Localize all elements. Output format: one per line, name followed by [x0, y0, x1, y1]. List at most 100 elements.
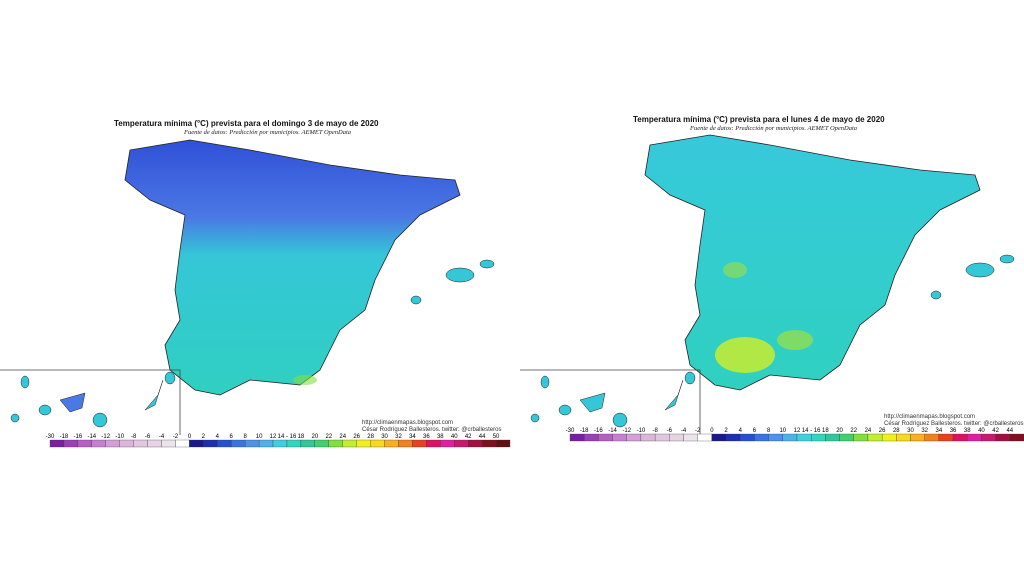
legend-label: -18: [580, 428, 589, 434]
warm-area: [723, 262, 747, 278]
legend-label: 10: [256, 434, 263, 440]
legend-label: 34: [936, 428, 943, 434]
legend-swatch: [231, 439, 246, 448]
island: [410, 295, 422, 305]
map-title: Temperatura mínima (°C) prevista para el…: [633, 115, 885, 124]
legend-swatch: [981, 433, 996, 442]
credit: César Rodríguez Ballesteros. twitter: @c…: [362, 427, 501, 433]
legend-swatch: [161, 439, 176, 448]
legend-label: -30: [46, 434, 55, 440]
legend-swatch: [952, 433, 968, 442]
legend-swatch: [754, 433, 769, 442]
island: [445, 267, 475, 283]
legend-label: 12: [794, 428, 801, 434]
legend-swatch: [189, 439, 204, 448]
legend-label: -2: [695, 428, 701, 434]
legend-label: 14 - 16: [802, 428, 821, 434]
warm-area: [293, 375, 317, 385]
legend-swatch: [725, 433, 741, 442]
legend-label: 18: [298, 434, 305, 440]
legend-swatch: [119, 439, 134, 448]
legend-label: 42: [465, 434, 472, 440]
legend-swatch: [77, 439, 92, 448]
legend-label: 8: [243, 434, 247, 440]
legend-swatch: [796, 433, 812, 442]
legend-label: 4: [216, 434, 220, 440]
legend-swatch: [272, 439, 288, 448]
legend-swatch: [454, 439, 469, 448]
legend-label: -14: [608, 428, 617, 434]
legend-swatch: [105, 439, 120, 448]
legend-label: 26: [879, 428, 886, 434]
legend-label: -6: [145, 434, 151, 440]
legend-label: -14: [87, 434, 96, 440]
legend-swatch: [384, 439, 399, 448]
legend-label: -6: [667, 428, 673, 434]
legend-label: -12: [622, 428, 631, 434]
legend-swatch: [881, 433, 897, 442]
legend-label: 8: [767, 428, 771, 434]
island: [930, 290, 942, 300]
legend-label: 42: [992, 428, 999, 434]
legend-swatch: [782, 433, 798, 442]
legend-label: 32: [921, 428, 928, 434]
legend-swatch: [91, 439, 106, 448]
legend-swatch: [924, 433, 940, 442]
legend-swatch: [825, 433, 840, 442]
legend-label: 38: [437, 434, 444, 440]
legend-swatch: [839, 433, 854, 442]
legend-swatch: [426, 439, 441, 448]
legend-swatch: [481, 439, 497, 448]
legend-label: 28: [893, 428, 900, 434]
legend-swatch: [697, 433, 713, 442]
legend-label: 32: [395, 434, 402, 440]
map-title: Temperatura mínima (°C) prevista para el…: [114, 119, 379, 128]
legend-swatch: [468, 439, 483, 448]
spain-map: [644, 134, 981, 391]
legend-swatch: [683, 433, 698, 442]
map-source: Fuente de datos: Predicción por municipi…: [689, 125, 857, 132]
legend-swatch: [258, 439, 274, 448]
legend-swatch: [740, 433, 755, 442]
legend-swatch: [569, 433, 585, 442]
legend-swatch: [768, 433, 783, 442]
legend-swatch: [217, 439, 232, 448]
legend-swatch: [342, 439, 357, 448]
canary-islands: [10, 371, 176, 428]
map-right: [520, 134, 1015, 435]
legend-swatch: [711, 433, 727, 442]
legend-label: 24: [865, 428, 872, 434]
inset-frame: [0, 369, 181, 435]
inset-frame: [520, 369, 701, 435]
legend-label: 12: [270, 434, 277, 440]
legend-label: 10: [779, 428, 786, 434]
legend-swatch: [995, 433, 1010, 442]
credit: César Rodríguez Ballesteros. twitter: @c…: [884, 421, 1023, 427]
legend-label: 28: [367, 434, 374, 440]
legend-label: 40: [451, 434, 458, 440]
legend-label: -10: [115, 434, 124, 440]
legend-swatch: [654, 433, 670, 442]
warm-area: [777, 330, 813, 350]
legend-label: 34: [409, 434, 416, 440]
legend-label: 14 - 16: [278, 434, 297, 440]
legend-swatch: [370, 439, 385, 448]
legend-swatch: [314, 439, 329, 448]
island: [965, 262, 995, 278]
legend-swatch: [356, 439, 371, 448]
legend-label: -16: [594, 428, 603, 434]
legend-swatch: [412, 439, 427, 448]
legend-label: 22: [850, 428, 857, 434]
legend-swatch: [63, 439, 79, 448]
spain-map: [124, 139, 461, 396]
legend-label: 44: [479, 434, 486, 440]
legend-swatch: [398, 439, 413, 448]
legend-label: -16: [74, 434, 83, 440]
legend-swatch: [626, 433, 642, 442]
legend-label: 40: [978, 428, 985, 434]
legend-label: 0: [710, 428, 714, 434]
legend-label: 22: [325, 434, 332, 440]
legend-label: 20: [312, 434, 319, 440]
legend-label: 50: [493, 434, 500, 440]
